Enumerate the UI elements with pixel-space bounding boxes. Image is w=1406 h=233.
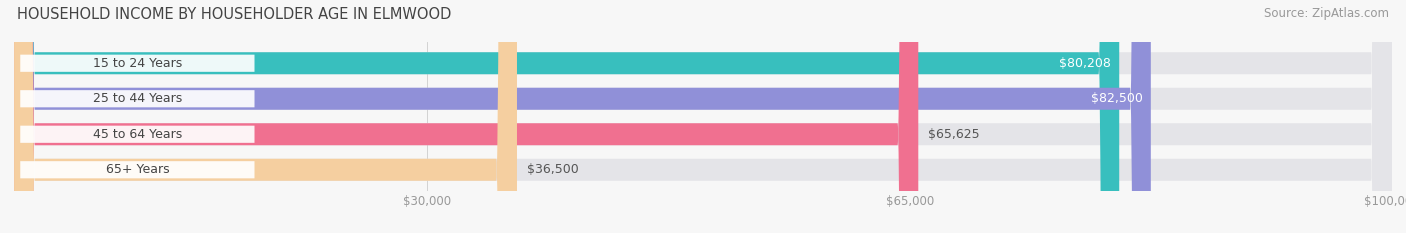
Text: $82,500: $82,500 [1091,92,1143,105]
FancyBboxPatch shape [20,126,254,143]
FancyBboxPatch shape [14,0,1392,233]
FancyBboxPatch shape [14,0,1119,233]
Text: 45 to 64 Years: 45 to 64 Years [93,128,181,141]
Text: HOUSEHOLD INCOME BY HOUSEHOLDER AGE IN ELMWOOD: HOUSEHOLD INCOME BY HOUSEHOLDER AGE IN E… [17,7,451,22]
FancyBboxPatch shape [20,161,254,178]
FancyBboxPatch shape [14,0,918,233]
FancyBboxPatch shape [14,0,1392,233]
FancyBboxPatch shape [14,0,517,233]
FancyBboxPatch shape [14,0,1152,233]
FancyBboxPatch shape [14,0,1392,233]
Text: $36,500: $36,500 [527,163,578,176]
FancyBboxPatch shape [20,55,254,72]
Text: 15 to 24 Years: 15 to 24 Years [93,57,181,70]
Text: 25 to 44 Years: 25 to 44 Years [93,92,181,105]
Text: 65+ Years: 65+ Years [105,163,169,176]
FancyBboxPatch shape [14,0,1392,233]
Text: Source: ZipAtlas.com: Source: ZipAtlas.com [1264,7,1389,20]
Text: $80,208: $80,208 [1059,57,1111,70]
FancyBboxPatch shape [20,90,254,107]
Text: $65,625: $65,625 [928,128,980,141]
